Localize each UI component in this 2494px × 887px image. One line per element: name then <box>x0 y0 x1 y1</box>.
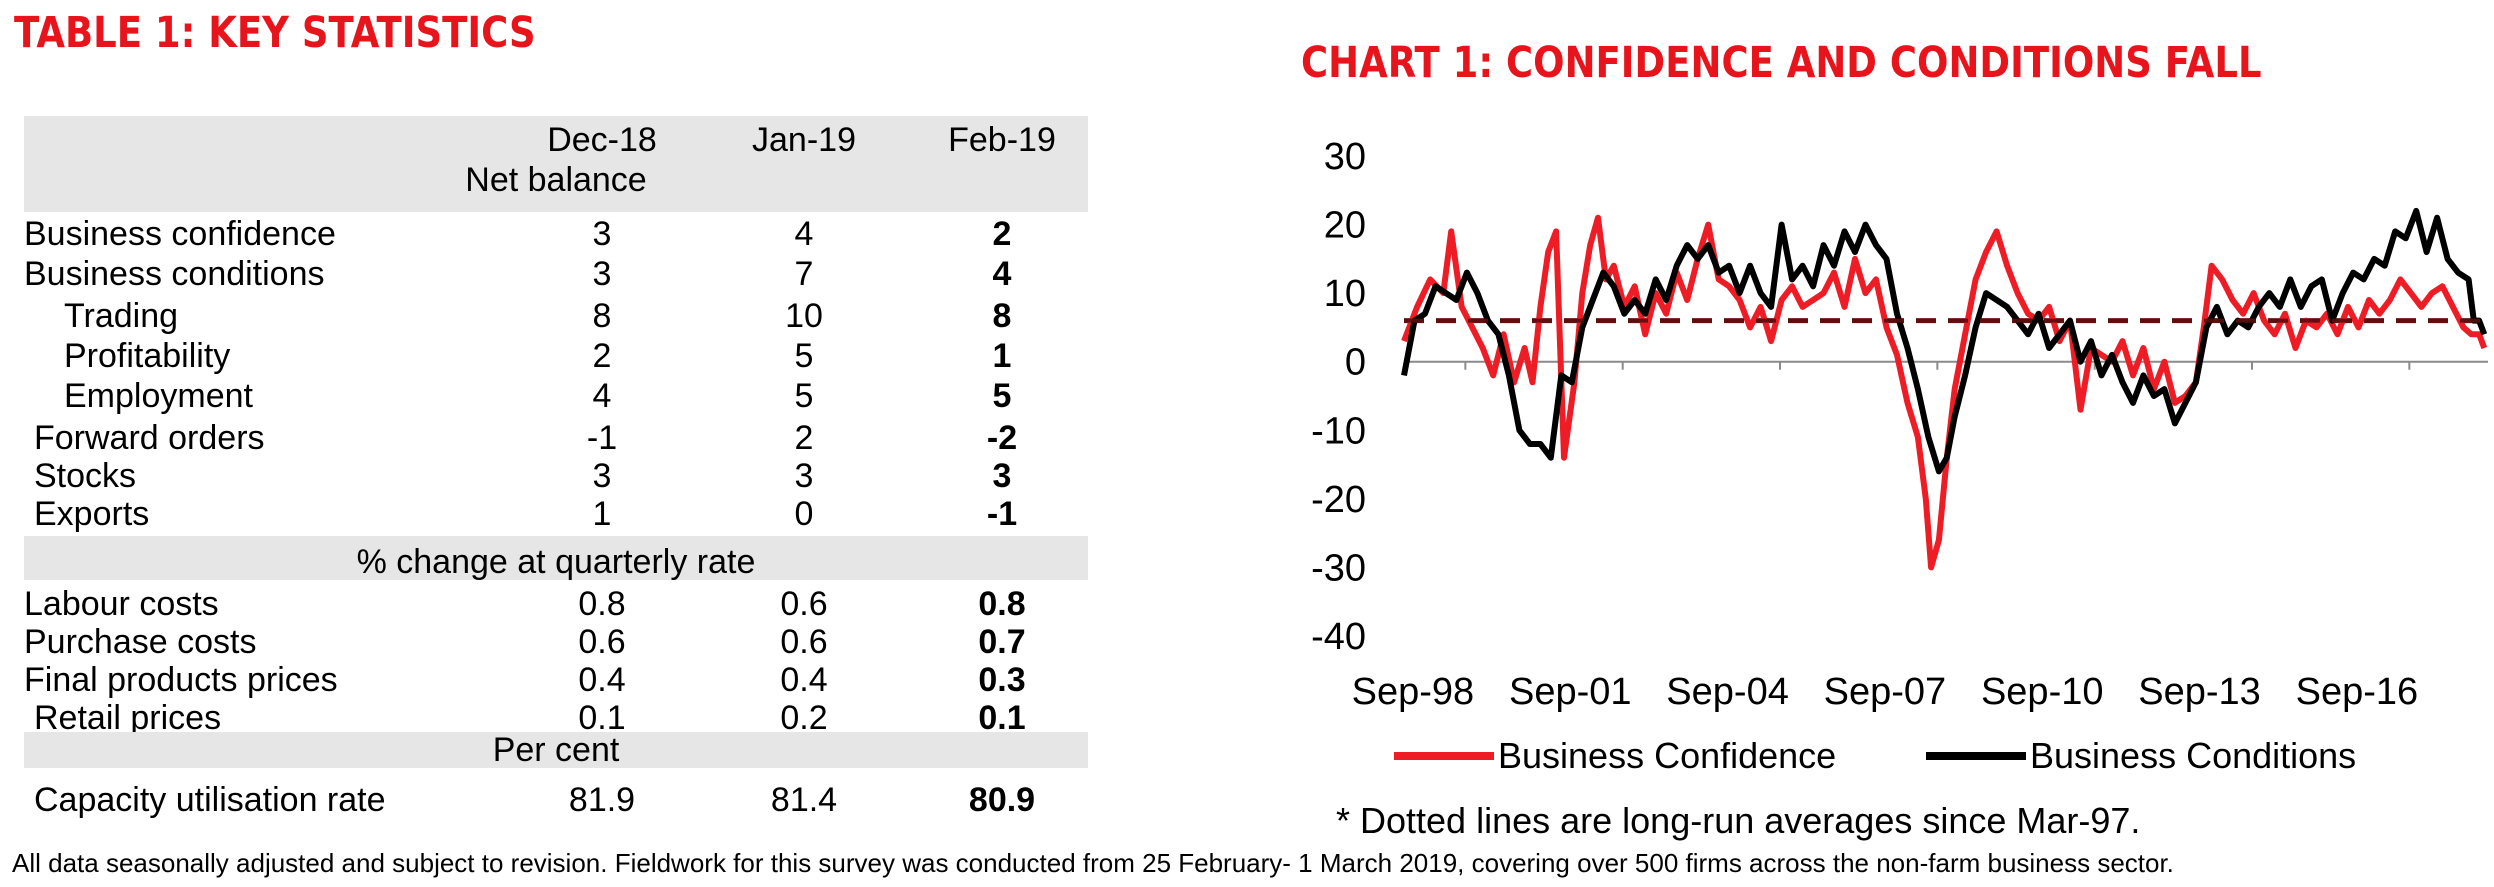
row-label: Forward orders <box>34 419 265 457</box>
series-line-business-confidence <box>1401 214 2488 571</box>
cell-value: 2 <box>794 419 814 457</box>
cell-value: 0.6 <box>578 623 626 661</box>
cell-value: 0.4 <box>780 661 828 699</box>
cell-value: 3 <box>592 457 612 495</box>
legend-label-conditions: Business Conditions <box>2030 735 2357 776</box>
cell-value: -1 <box>586 419 618 457</box>
section-band <box>24 536 1088 580</box>
y-tick-label: -20 <box>1311 479 1366 521</box>
x-tick-label: Sep-01 <box>1509 671 1632 713</box>
section-band <box>24 732 1088 768</box>
x-tick-label: Sep-04 <box>1666 671 1789 713</box>
legend-swatch-conditions <box>1926 752 2026 760</box>
row-label: Exports <box>34 495 150 533</box>
cell-value: 0.6 <box>780 585 828 623</box>
x-tick-label: Sep-16 <box>2296 671 2419 713</box>
row-label: Labour costs <box>24 585 219 623</box>
section-header: Net balance <box>465 161 647 199</box>
y-tick-label: -10 <box>1311 410 1366 452</box>
cell-value: 4 <box>992 255 1012 293</box>
footnote: All data seasonally adjusted and subject… <box>12 848 2174 878</box>
cell-value: 8 <box>592 297 612 335</box>
series-line-business-conditions <box>1401 207 2488 475</box>
row-label: Retail prices <box>34 699 222 737</box>
y-tick-label: 0 <box>1345 342 1366 384</box>
row-label: Stocks <box>34 457 137 495</box>
y-tick-label: 10 <box>1324 273 1366 315</box>
chart-title: CHART 1: CONFIDENCE AND CONDITIONS FALL <box>1301 38 2262 88</box>
cell-value: 5 <box>794 337 814 375</box>
x-tick-label: Sep-98 <box>1352 671 1475 713</box>
x-tick-label: Sep-10 <box>1981 671 2104 713</box>
cell-value: 0.8 <box>578 585 626 623</box>
section-header: % change at quarterly rate <box>356 543 756 581</box>
row-label: Purchase costs <box>24 623 257 661</box>
legend-item-confidence: Business Confidence <box>1394 734 1836 778</box>
cell-value: 5 <box>992 377 1012 415</box>
cell-value: 0.7 <box>978 623 1026 661</box>
cell-value: -1 <box>986 495 1018 533</box>
cell-value: 4 <box>592 377 612 415</box>
row-label: Capacity utilisation rate <box>34 781 386 819</box>
cell-value: 81.4 <box>770 781 838 819</box>
cell-value: 0 <box>794 495 814 533</box>
row-label: Final products prices <box>24 661 338 699</box>
cell-value: 1 <box>992 337 1012 375</box>
cell-value: 2 <box>992 215 1012 253</box>
cell-value: -2 <box>986 419 1018 457</box>
cell-value: 81.9 <box>568 781 636 819</box>
cell-value: 3 <box>592 255 612 293</box>
y-tick-label: -40 <box>1311 616 1366 658</box>
cell-value: 3 <box>794 457 814 495</box>
cell-value: 8 <box>992 297 1012 335</box>
cell-value: 0.2 <box>780 699 828 737</box>
cell-value: 0.4 <box>578 661 626 699</box>
table-title: TABLE 1: KEY STATISTICS <box>14 8 536 58</box>
cell-value: 10 <box>785 297 823 335</box>
y-tick-label: 30 <box>1324 136 1366 178</box>
legend-swatch-confidence <box>1394 752 1494 760</box>
cell-value: 80.9 <box>968 781 1036 819</box>
cell-value: 0.1 <box>978 699 1026 737</box>
cell-value: 5 <box>794 377 814 415</box>
header-band <box>24 116 1088 212</box>
cell-value: 1 <box>592 495 612 533</box>
cell-value: 7 <box>794 255 814 293</box>
legend-item-conditions: Business Conditions <box>1926 734 2356 778</box>
x-tick-label: Sep-07 <box>1824 671 1947 713</box>
row-label: Profitability <box>64 337 231 375</box>
row-label: Business confidence <box>24 215 336 253</box>
legend-label-confidence: Business Confidence <box>1498 735 1837 776</box>
column-header: Feb-19 <box>948 121 1056 159</box>
chart-note: * Dotted lines are long-run averages sin… <box>1336 800 2141 841</box>
section-header: Per cent <box>492 731 620 769</box>
x-tick-label: Sep-13 <box>2138 671 2261 713</box>
column-header: Jan-19 <box>752 121 856 159</box>
row-label: Business conditions <box>24 255 325 293</box>
cell-value: 3 <box>592 215 612 253</box>
cell-value: 0.1 <box>578 699 626 737</box>
cell-value: 0.6 <box>780 623 828 661</box>
cell-value: 4 <box>794 215 814 253</box>
cell-value: 3 <box>992 457 1012 495</box>
row-label: Trading <box>64 297 179 335</box>
cell-value: 2 <box>592 337 612 375</box>
cell-value: 0.8 <box>978 585 1026 623</box>
cell-value: 0.3 <box>978 661 1026 699</box>
row-label: Employment <box>64 377 253 415</box>
y-tick-label: -30 <box>1311 547 1366 589</box>
column-header: Dec-18 <box>547 121 657 159</box>
y-tick-label: 20 <box>1324 205 1366 247</box>
